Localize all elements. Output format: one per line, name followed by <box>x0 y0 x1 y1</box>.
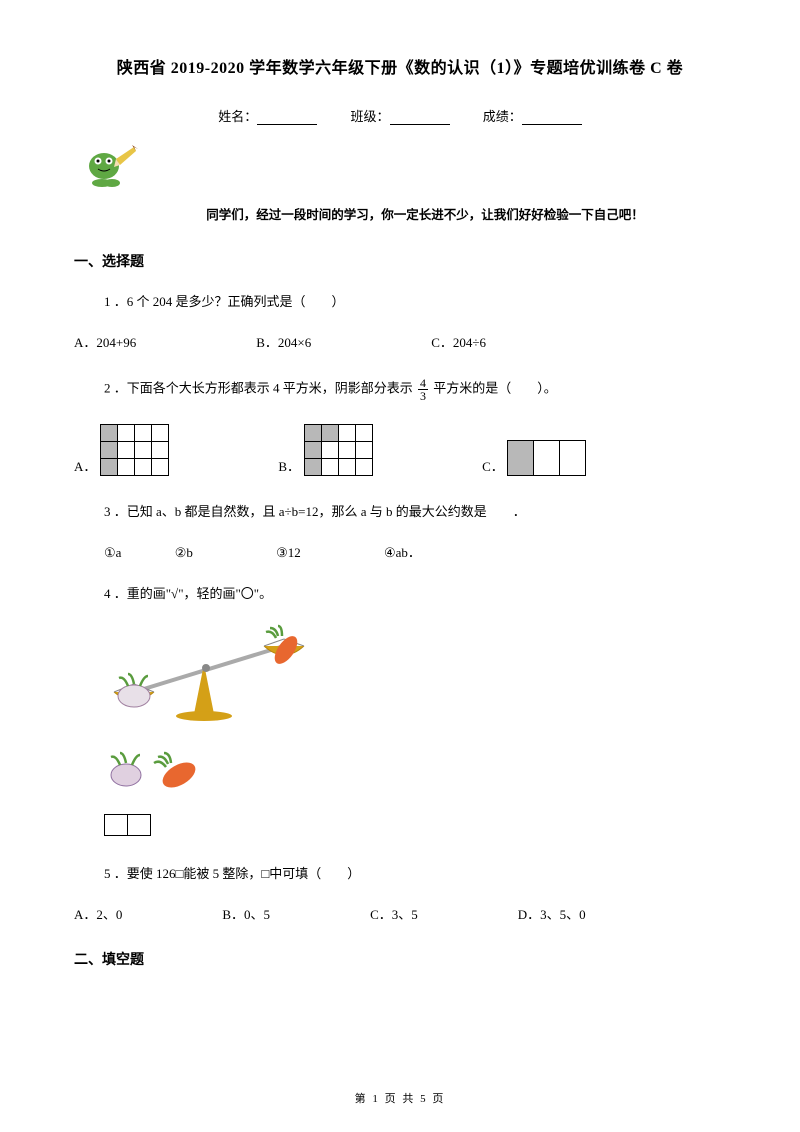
name-label: 姓名： <box>218 109 257 124</box>
question-5: 5 ．要使 126□能被 5 整除，□中可填（ ） <box>104 863 726 882</box>
q2-text-a: 2 ．下面各个大长方形都表示 4 平方米，阴影部分表示 <box>104 380 416 395</box>
q3-opt-2: ②b <box>175 545 193 560</box>
q5-opt-b: B．0、5 <box>222 904 270 923</box>
question-1: 1 ．6 个 204 是多少？正确列式是（ ） <box>104 291 726 310</box>
question-2: 2 ．下面各个大长方形都表示 4 平方米，阴影部分表示 43 平方米的是（ ）。 <box>104 377 726 402</box>
q1-opt-b: B．204×6 <box>256 332 311 351</box>
q3-opt-4: ④ab． <box>384 545 421 560</box>
grid-a <box>100 424 168 475</box>
q2-opt-c: C． <box>482 440 586 475</box>
q1-options: A．204+96 B．204×6 C．204÷6 <box>74 332 726 351</box>
question-3: 3 ．已知 a、b 都是自然数，且 a÷b=12，那么 a 与 b 的最大公约数… <box>104 501 726 520</box>
q1-opt-a: A．204+96 <box>74 332 136 351</box>
question-4: 4 ．重的画"√"，轻的画"〇"。 <box>104 583 726 602</box>
balance-scale-icon <box>104 624 726 729</box>
q3-opt-1: ①a <box>104 545 121 560</box>
q3-options: ①a ②b ③12 ④ab． <box>104 542 726 561</box>
grid-b <box>304 424 372 475</box>
score-label: 成绩： <box>483 109 522 124</box>
q5-opt-c: C．3、5 <box>370 904 418 923</box>
q2-opt-a: A． <box>74 424 168 475</box>
q2-fraction: 43 <box>418 377 428 402</box>
section-1-title: 一、选择题 <box>74 251 726 271</box>
q3-opt-3: ③12 <box>276 545 301 560</box>
name-blank[interactable] <box>257 111 317 125</box>
pencil-icon <box>84 141 726 194</box>
q2-text-b: 平方米的是（ ）。 <box>430 380 557 395</box>
page-title: 陕西省 2019-2020 学年数学六年级下册《数的认识（1）》专题培优训练卷 … <box>74 54 726 78</box>
section-2-title: 二、填空题 <box>74 949 726 969</box>
page-footer: 第 1 页 共 5 页 <box>0 1090 800 1106</box>
class-blank[interactable] <box>390 111 450 125</box>
q5-opt-a: A．2、0 <box>74 904 122 923</box>
q5-opt-d: D．3、5、0 <box>518 904 586 923</box>
class-label: 班级： <box>350 109 389 124</box>
grid-c <box>508 440 586 475</box>
vegetable-icons <box>104 749 726 796</box>
info-line: 姓名： 班级： 成绩： <box>74 106 726 125</box>
intro-text: 同学们，经过一段时间的学习，你一定长进不少，让我们好好检验一下自己吧！ <box>124 204 726 223</box>
q5-options: A．2、0 B．0、5 C．3、5 D．3、5、0 <box>74 904 726 923</box>
q2-opt-b: B． <box>278 424 372 475</box>
q1-opt-c: C．204÷6 <box>431 332 486 351</box>
answer-boxes[interactable] <box>104 814 726 841</box>
score-blank[interactable] <box>522 111 582 125</box>
q2-options: A． B． C． <box>74 424 726 475</box>
